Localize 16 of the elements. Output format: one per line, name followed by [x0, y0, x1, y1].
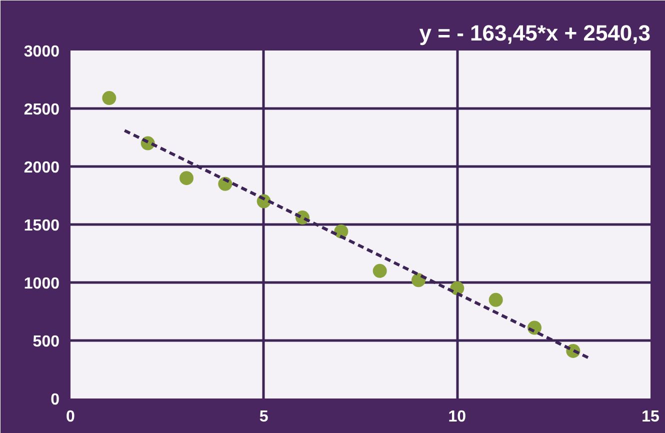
y-tick-label: 500: [32, 334, 60, 350]
point: [488, 292, 503, 307]
x-tick-label: 10: [448, 408, 466, 426]
y-tick-label: 1000: [24, 276, 60, 292]
y-tick-label: 2000: [24, 160, 60, 176]
x-tick-label: 15: [642, 408, 660, 426]
chart-title: y = - 163,45*x + 2540,3: [419, 20, 651, 46]
x-tick-label: 5: [259, 408, 268, 426]
point: [372, 264, 387, 278]
y-tick-label: 0: [50, 392, 60, 408]
y-tick-label: 3000: [24, 44, 60, 60]
y-tick-label: 2500: [24, 102, 60, 118]
point: [102, 91, 116, 106]
y-tick-label: 1500: [24, 218, 60, 234]
x-tick-label: 0: [66, 408, 76, 426]
point: [180, 171, 194, 186]
